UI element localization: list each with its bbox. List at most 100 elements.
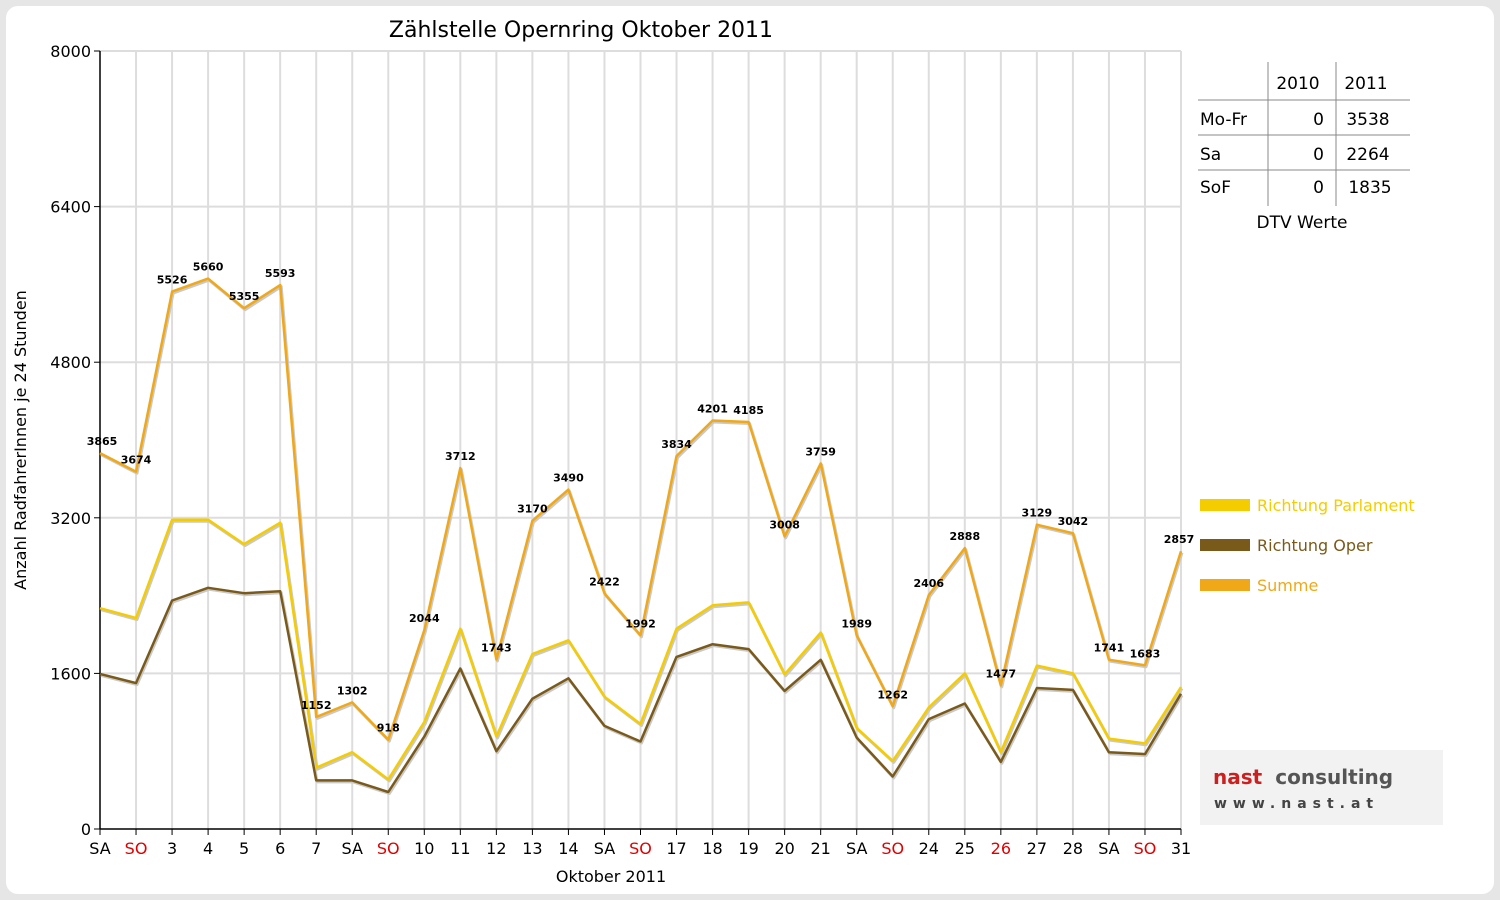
x-tick-label: 17 bbox=[666, 839, 686, 858]
data-label: 2406 bbox=[913, 577, 944, 590]
x-tick-label: 10 bbox=[414, 839, 434, 858]
chart-frame bbox=[6, 6, 1494, 894]
x-tick-label: 26 bbox=[991, 839, 1011, 858]
data-label: 1152 bbox=[301, 699, 332, 712]
data-label: 3490 bbox=[553, 472, 584, 485]
x-tick-label: 3 bbox=[167, 839, 177, 858]
data-label: 3042 bbox=[1058, 515, 1089, 528]
data-label: 3759 bbox=[805, 445, 836, 458]
data-label: 3008 bbox=[769, 518, 800, 531]
x-tick-label: 6 bbox=[275, 839, 285, 858]
y-tick-label: 1600 bbox=[50, 664, 91, 683]
data-label: 4185 bbox=[733, 404, 764, 417]
y-axis-label: Anzahl RadfahrerInnen je 24 Stunden bbox=[11, 290, 30, 590]
dtv-cell: 1835 bbox=[1348, 178, 1391, 198]
logo-name-part2: consulting bbox=[1275, 765, 1393, 789]
legend-swatch bbox=[1200, 539, 1250, 551]
x-tick-label: 21 bbox=[810, 839, 830, 858]
chart-title: Zählstelle Opernring Oktober 2011 bbox=[389, 18, 773, 43]
data-label: 5526 bbox=[157, 274, 188, 287]
data-label: 1302 bbox=[337, 684, 368, 697]
y-tick-label: 0 bbox=[81, 820, 91, 839]
x-tick-label: SA bbox=[846, 839, 867, 858]
x-tick-label: SO bbox=[629, 839, 652, 858]
data-label: 1741 bbox=[1094, 642, 1125, 655]
data-label: 5660 bbox=[193, 261, 224, 274]
dtv-row-label: Sa bbox=[1200, 145, 1221, 165]
dtv-cell: 0 bbox=[1313, 110, 1324, 130]
legend: Richtung Parlament Richtung Oper Summe bbox=[1200, 496, 1415, 595]
legend-entry: Richtung Parlament bbox=[1257, 496, 1415, 515]
dtv-cell: 0 bbox=[1313, 145, 1324, 165]
data-label: 1743 bbox=[481, 641, 512, 654]
x-tick-label: 24 bbox=[919, 839, 939, 858]
axes: 0 1600 3200 4800 6400 8000 SA SO 3 4 5 6 7 SA SO 10 11 12… bbox=[50, 42, 1191, 858]
x-tick-label: 27 bbox=[1027, 839, 1047, 858]
x-tick-label: 12 bbox=[486, 839, 506, 858]
x-tick-label: 11 bbox=[450, 839, 470, 858]
data-label: 2857 bbox=[1164, 533, 1195, 546]
data-label: 918 bbox=[377, 722, 400, 735]
data-label: 3674 bbox=[121, 454, 152, 467]
data-label: 1262 bbox=[877, 688, 908, 701]
dtv-header-2011: 2011 bbox=[1344, 74, 1387, 94]
data-label: 1989 bbox=[841, 618, 872, 631]
series-lines bbox=[99, 277, 1184, 795]
x-tick-label: 25 bbox=[955, 839, 975, 858]
legend-swatch bbox=[1200, 579, 1250, 591]
x-tick-label: 7 bbox=[311, 839, 321, 858]
data-label: 2044 bbox=[409, 612, 440, 625]
data-label: 3170 bbox=[517, 503, 548, 516]
legend-entry: Richtung Oper bbox=[1257, 536, 1373, 555]
data-label: 5593 bbox=[265, 267, 296, 280]
dtv-cell: 3538 bbox=[1346, 110, 1389, 130]
dtv-row-label: SoF bbox=[1200, 178, 1231, 198]
data-label: 2422 bbox=[589, 575, 620, 588]
y-tick-label: 6400 bbox=[50, 198, 91, 217]
dtv-header-2010: 2010 bbox=[1276, 74, 1319, 94]
x-axis-label: Oktober 2011 bbox=[556, 867, 666, 886]
data-label: 3712 bbox=[445, 450, 476, 463]
legend-swatch bbox=[1200, 499, 1250, 511]
data-label: 1477 bbox=[986, 667, 1017, 680]
y-tick-label: 3200 bbox=[50, 509, 91, 528]
nast-consulting-logo: nast consulting www.nast.at bbox=[1200, 750, 1443, 825]
series-line-richtung-parlament bbox=[99, 518, 1183, 781]
data-label: 3834 bbox=[661, 438, 692, 451]
legend-entry: Summe bbox=[1257, 576, 1318, 595]
x-tick-label: 4 bbox=[203, 839, 213, 858]
data-label: 1992 bbox=[625, 617, 656, 630]
dtv-cell: 2264 bbox=[1346, 145, 1389, 165]
x-tick-label: SO bbox=[377, 839, 400, 858]
x-tick-label: 28 bbox=[1063, 839, 1083, 858]
dtv-caption: DTV Werte bbox=[1257, 213, 1348, 233]
dtv-cell: 0 bbox=[1313, 178, 1324, 198]
data-label: 4201 bbox=[697, 402, 728, 415]
x-tick-label: SA bbox=[342, 839, 363, 858]
y-tick-label: 8000 bbox=[50, 42, 91, 61]
data-label: 1683 bbox=[1130, 647, 1161, 660]
logo-url: www.nast.at bbox=[1214, 796, 1379, 812]
x-tick-label: 31 bbox=[1171, 839, 1191, 858]
x-tick-label: 5 bbox=[239, 839, 249, 858]
y-tick-label: 4800 bbox=[50, 353, 91, 372]
x-tick-label: 14 bbox=[558, 839, 578, 858]
x-tick-label: SO bbox=[881, 839, 904, 858]
data-label: 3865 bbox=[87, 435, 118, 448]
x-tick-label: SO bbox=[125, 839, 148, 858]
dtv-table: 2010 2011 Mo-Fr 0 3538 Sa 0 2264 SoF 0 1… bbox=[1198, 62, 1410, 233]
series-line-summe bbox=[99, 277, 1183, 741]
dtv-row-label: Mo-Fr bbox=[1200, 110, 1247, 130]
svg-text:nast consulting: nast consulting bbox=[1213, 765, 1393, 789]
series-line-richtung-oper bbox=[99, 586, 1183, 794]
x-tick-label: 13 bbox=[522, 839, 542, 858]
data-label: 2888 bbox=[949, 530, 980, 543]
logo-name-part1: nast bbox=[1213, 765, 1263, 789]
x-tick-label: SA bbox=[1098, 839, 1119, 858]
x-tick-label: 19 bbox=[738, 839, 758, 858]
x-tick-label: SA bbox=[594, 839, 615, 858]
data-label: 3129 bbox=[1022, 507, 1053, 520]
x-tick-label: 20 bbox=[774, 839, 794, 858]
